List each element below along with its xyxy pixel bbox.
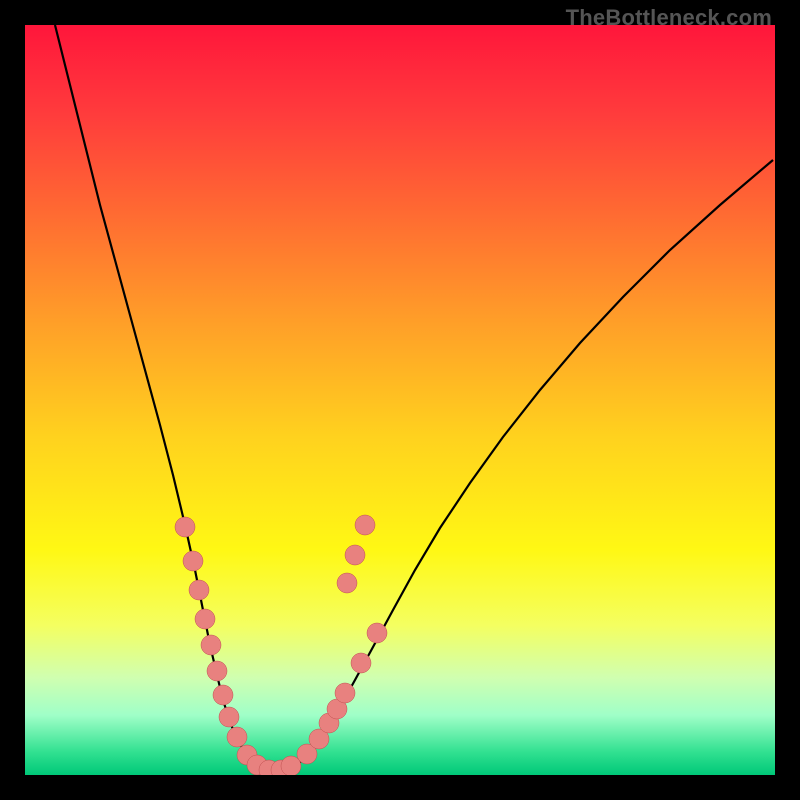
scatter-point [345,545,365,565]
scatter-point [207,661,227,681]
scatter-point [219,707,239,727]
scatter-point [367,623,387,643]
plot-area [25,25,775,775]
gradient-background [25,25,775,775]
chart-container: TheBottleneck.com [0,0,800,800]
scatter-point [201,635,221,655]
scatter-point [227,727,247,747]
scatter-point [213,685,233,705]
scatter-point [335,683,355,703]
chart-svg [25,25,775,775]
scatter-point [351,653,371,673]
scatter-point [189,580,209,600]
scatter-point [175,517,195,537]
scatter-point [195,609,215,629]
scatter-point [355,515,375,535]
scatter-point [183,551,203,571]
scatter-point [337,573,357,593]
